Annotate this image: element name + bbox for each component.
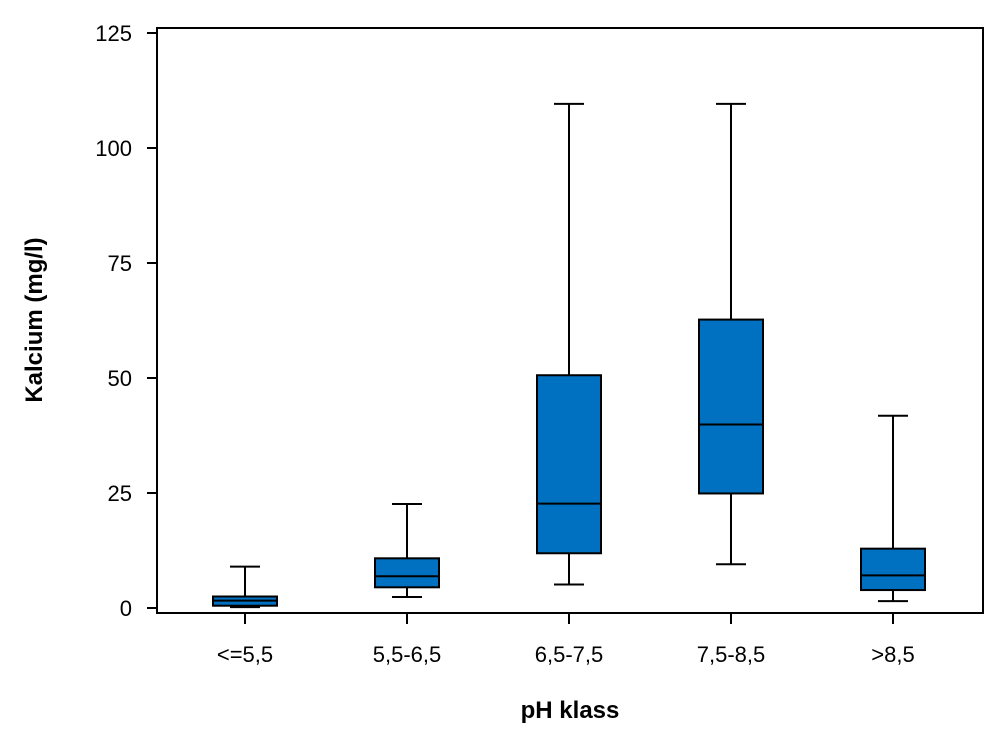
y-tick-label: 0 <box>120 596 132 621</box>
x-tick-label: 7,5-8,5 <box>697 642 766 667</box>
iqr-box <box>374 557 440 589</box>
x-tick-label: 6,5-7,5 <box>535 642 604 667</box>
iqr-box <box>698 318 764 495</box>
y-axis-title: Kalcium (mg/l) <box>21 237 48 402</box>
box-group <box>374 503 440 598</box>
box-group <box>698 102 764 566</box>
y-tick-label: 100 <box>95 136 132 161</box>
iqr-box <box>860 547 926 592</box>
x-axis-title: pH klass <box>521 697 620 724</box>
x-tick-label: >8,5 <box>871 642 914 667</box>
iqr-box <box>536 374 602 555</box>
box-group <box>212 565 278 609</box>
y-axis: 0 25 50 75 100 125 <box>95 21 157 621</box>
y-tick-label: 75 <box>108 251 132 276</box>
x-axis: <=5,5 5,5-6,5 6,5-7,5 7,5-8,5 >8,5 <box>217 613 915 667</box>
x-tick-label: <=5,5 <box>217 642 273 667</box>
y-tick-label: 125 <box>95 21 132 46</box>
boxes-layer <box>212 102 926 609</box>
box-group <box>860 414 926 603</box>
y-tick-label: 50 <box>108 366 132 391</box>
x-tick-label: 5,5-6,5 <box>373 642 442 667</box>
box-group <box>536 102 602 586</box>
y-tick-label: 25 <box>108 481 132 506</box>
